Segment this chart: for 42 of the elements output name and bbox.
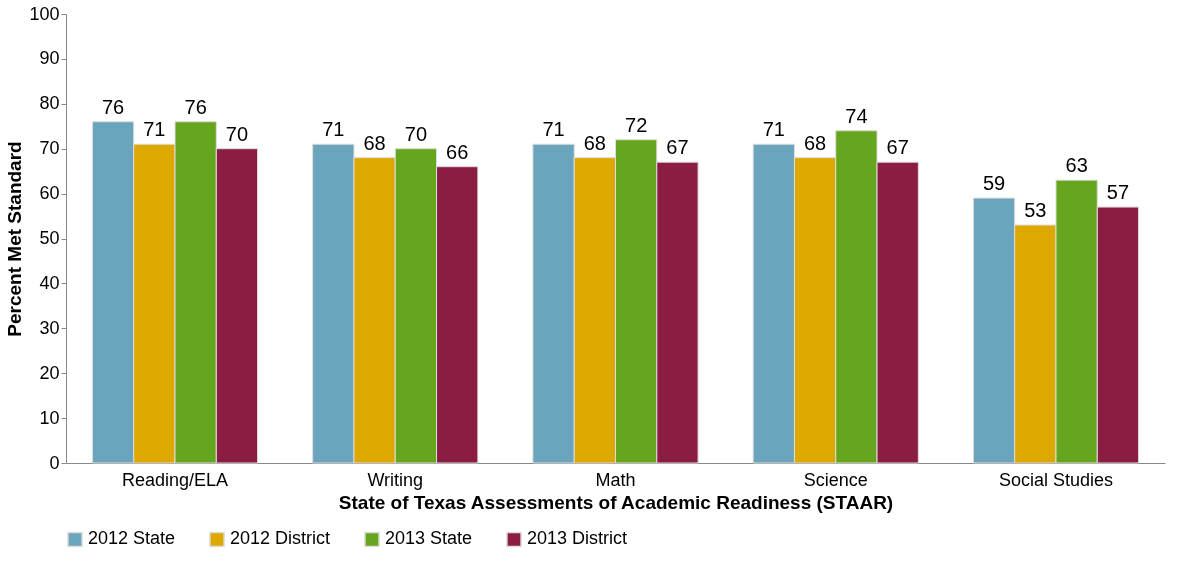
y-tick-label: 50: [39, 228, 60, 248]
y-tick-label: 0: [49, 452, 60, 473]
y-tick-label: 40: [39, 272, 60, 293]
x-tick-label: Writing: [367, 469, 424, 490]
data-label: 71: [762, 118, 785, 141]
y-tick-label: 10: [39, 407, 60, 428]
x-axis-title: State of Texas Assessments of Academic Readiness (STAAR): [338, 491, 894, 513]
y-tick-label: 100: [29, 3, 60, 24]
data-label: 76: [184, 95, 207, 118]
x-tick-label: Science: [803, 469, 868, 490]
y-tick-label: 90: [39, 48, 60, 69]
y-tick-label: 20: [39, 362, 60, 383]
data-label: 72: [625, 113, 648, 136]
x-tick-label: Math: [595, 469, 636, 490]
data-label: 57: [1106, 181, 1130, 204]
data-label: 66: [446, 140, 469, 163]
data-label: 70: [225, 122, 249, 145]
y-tick-label: 60: [39, 183, 60, 204]
legend-label: 2013 District: [527, 528, 628, 549]
y-axis-title: Percent Met Standard: [4, 141, 26, 337]
legend-label: 2012 State: [88, 528, 176, 549]
data-label: 71: [143, 118, 166, 141]
data-label: 63: [1065, 154, 1088, 177]
legend-label: 2012 District: [230, 528, 331, 549]
y-tick-label: 80: [39, 93, 60, 114]
x-tick-label: Reading/ELA: [121, 469, 229, 490]
data-label: 67: [666, 136, 689, 159]
data-label: 74: [845, 104, 868, 127]
data-label: 68: [583, 131, 606, 154]
legend-label: 2013 State: [385, 528, 473, 549]
data-label: 68: [803, 131, 827, 154]
data-label: 53: [1024, 199, 1047, 222]
data-label: 76: [101, 95, 125, 118]
y-tick-label: 70: [39, 138, 60, 159]
data-label: 59: [982, 172, 1006, 195]
data-label: 68: [363, 131, 386, 154]
y-tick-label: 30: [39, 317, 60, 338]
data-label: 67: [886, 136, 909, 159]
data-label: 70: [404, 122, 428, 145]
x-tick-label: Social Studies: [998, 469, 1114, 490]
data-label: 71: [542, 118, 565, 141]
data-label: 71: [322, 118, 345, 141]
